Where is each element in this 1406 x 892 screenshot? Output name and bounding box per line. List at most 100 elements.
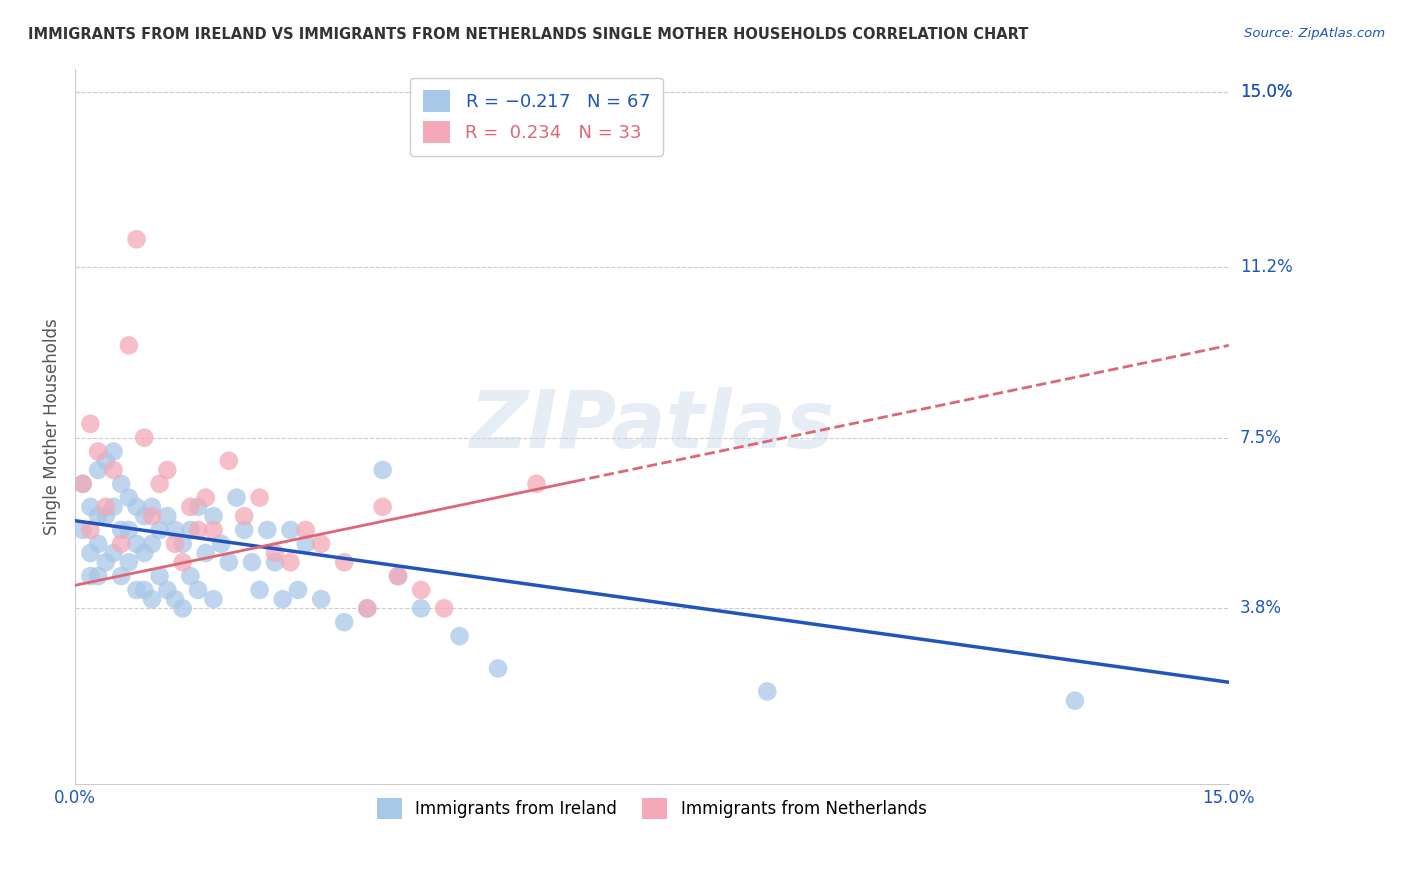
Point	[141, 592, 163, 607]
Point	[94, 509, 117, 524]
Point	[149, 476, 172, 491]
Point	[486, 661, 509, 675]
Point	[118, 338, 141, 352]
Point	[202, 523, 225, 537]
Point	[172, 537, 194, 551]
Point	[309, 592, 332, 607]
Point	[141, 500, 163, 514]
Point	[209, 537, 232, 551]
Text: 7.5%: 7.5%	[1240, 429, 1282, 447]
Point	[110, 476, 132, 491]
Point	[103, 546, 125, 560]
Point	[294, 523, 316, 537]
Point	[172, 601, 194, 615]
Point	[156, 463, 179, 477]
Point	[411, 601, 433, 615]
Point	[87, 509, 110, 524]
Point	[72, 523, 94, 537]
Text: 3.8%: 3.8%	[1240, 599, 1282, 617]
Point	[134, 546, 156, 560]
Point	[179, 523, 201, 537]
Point	[526, 476, 548, 491]
Text: Source: ZipAtlas.com: Source: ZipAtlas.com	[1244, 27, 1385, 40]
Text: 15.0%: 15.0%	[1240, 83, 1292, 101]
Point	[72, 476, 94, 491]
Point	[264, 546, 287, 560]
Point	[163, 537, 186, 551]
Point	[187, 500, 209, 514]
Point	[149, 569, 172, 583]
Point	[449, 629, 471, 643]
Point	[125, 537, 148, 551]
Point	[87, 537, 110, 551]
Point	[87, 569, 110, 583]
Point	[194, 491, 217, 505]
Point	[194, 546, 217, 560]
Point	[333, 555, 356, 569]
Legend: Immigrants from Ireland, Immigrants from Netherlands: Immigrants from Ireland, Immigrants from…	[371, 792, 934, 825]
Point	[79, 500, 101, 514]
Point	[256, 523, 278, 537]
Point	[156, 582, 179, 597]
Point	[94, 555, 117, 569]
Point	[433, 601, 456, 615]
Point	[118, 555, 141, 569]
Point	[103, 463, 125, 477]
Point	[134, 431, 156, 445]
Point	[356, 601, 378, 615]
Point	[309, 537, 332, 551]
Point	[280, 555, 302, 569]
Point	[149, 523, 172, 537]
Point	[163, 523, 186, 537]
Point	[179, 500, 201, 514]
Y-axis label: Single Mother Households: Single Mother Households	[44, 318, 60, 534]
Point	[163, 592, 186, 607]
Point	[103, 444, 125, 458]
Point	[125, 582, 148, 597]
Point	[118, 491, 141, 505]
Point	[94, 500, 117, 514]
Point	[371, 463, 394, 477]
Point	[240, 555, 263, 569]
Point	[202, 509, 225, 524]
Point	[287, 582, 309, 597]
Point	[249, 582, 271, 597]
Point	[756, 684, 779, 698]
Point	[218, 555, 240, 569]
Point	[79, 569, 101, 583]
Point	[280, 523, 302, 537]
Point	[103, 500, 125, 514]
Point	[233, 509, 256, 524]
Point	[134, 582, 156, 597]
Point	[110, 569, 132, 583]
Point	[79, 523, 101, 537]
Point	[110, 523, 132, 537]
Point	[271, 592, 294, 607]
Point	[94, 454, 117, 468]
Point	[79, 417, 101, 431]
Text: 15.0%: 15.0%	[1240, 83, 1292, 101]
Point	[202, 592, 225, 607]
Point	[233, 523, 256, 537]
Point	[187, 523, 209, 537]
Point	[125, 232, 148, 246]
Point	[125, 500, 148, 514]
Point	[134, 509, 156, 524]
Point	[156, 509, 179, 524]
Point	[87, 444, 110, 458]
Point	[294, 537, 316, 551]
Point	[141, 509, 163, 524]
Text: 11.2%: 11.2%	[1240, 258, 1292, 276]
Point	[356, 601, 378, 615]
Point	[118, 523, 141, 537]
Point	[249, 491, 271, 505]
Point	[179, 569, 201, 583]
Point	[387, 569, 409, 583]
Point	[141, 537, 163, 551]
Point	[72, 476, 94, 491]
Point	[79, 546, 101, 560]
Text: IMMIGRANTS FROM IRELAND VS IMMIGRANTS FROM NETHERLANDS SINGLE MOTHER HOUSEHOLDS : IMMIGRANTS FROM IRELAND VS IMMIGRANTS FR…	[28, 27, 1029, 42]
Point	[225, 491, 247, 505]
Point	[371, 500, 394, 514]
Point	[87, 463, 110, 477]
